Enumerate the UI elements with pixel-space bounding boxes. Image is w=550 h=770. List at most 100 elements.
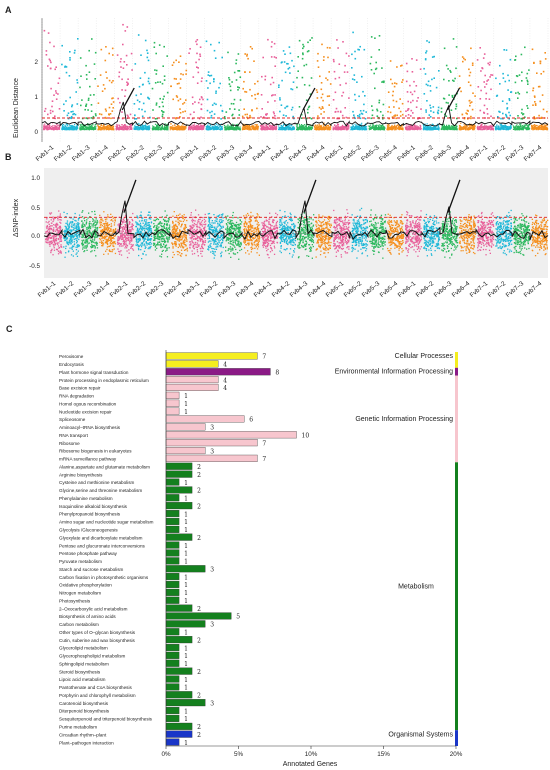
panel-a-point bbox=[215, 92, 217, 94]
panel-a-point bbox=[348, 124, 350, 126]
panel-a-point bbox=[376, 124, 378, 126]
panel-a-point bbox=[215, 123, 217, 125]
panel-a-point bbox=[412, 125, 414, 127]
panel-a-point bbox=[161, 115, 164, 118]
panel-a-point bbox=[391, 82, 394, 85]
panel-a-point bbox=[290, 88, 292, 90]
panel-a-point bbox=[251, 109, 253, 111]
panel-a-point bbox=[49, 112, 52, 114]
panel-a-point bbox=[344, 64, 346, 67]
panel-a-point bbox=[508, 99, 511, 102]
panel-a-point bbox=[154, 118, 157, 120]
panel-a-point bbox=[182, 127, 184, 129]
panel-a-point bbox=[364, 129, 366, 131]
panel-a-point bbox=[280, 127, 282, 129]
panel-a-point bbox=[127, 115, 129, 118]
panel-a-point bbox=[429, 126, 431, 128]
panel-a-point bbox=[500, 123, 502, 125]
panel-a-point bbox=[451, 94, 454, 97]
panel-a-point bbox=[248, 125, 250, 127]
panel-a-point bbox=[342, 41, 344, 43]
panel-a-point bbox=[179, 126, 181, 128]
panel-a-point bbox=[133, 103, 136, 105]
panel-a-point bbox=[223, 116, 226, 118]
panel-a-point bbox=[74, 126, 76, 128]
panel-a-point bbox=[183, 101, 186, 104]
panel-a-point bbox=[244, 53, 246, 55]
panel-a-point bbox=[298, 106, 301, 108]
panel-a-point bbox=[197, 128, 199, 130]
panel-a-point bbox=[472, 125, 474, 127]
panel-a-point bbox=[43, 128, 45, 130]
panel-a-point bbox=[492, 127, 494, 129]
panel-a-point bbox=[455, 105, 458, 108]
panel-a-point bbox=[359, 117, 362, 120]
panel-a-point bbox=[156, 117, 158, 120]
panel-a-point bbox=[363, 125, 365, 127]
panel-a-point bbox=[378, 49, 380, 51]
panel-a-point bbox=[354, 93, 356, 96]
panel-a-point bbox=[246, 126, 248, 128]
panel-a-point bbox=[286, 126, 288, 128]
panel-a-point bbox=[108, 129, 110, 131]
panel-a-point bbox=[207, 123, 209, 125]
panel-a-point bbox=[302, 125, 304, 127]
panel-a-point bbox=[514, 126, 516, 128]
panel-a-point bbox=[407, 114, 410, 116]
panel-a-point bbox=[508, 79, 510, 82]
panel-a-point bbox=[358, 128, 360, 130]
panel-a-point bbox=[110, 127, 112, 129]
panel-a-point bbox=[235, 62, 237, 65]
panel-a-point bbox=[122, 43, 124, 46]
panel-a-point bbox=[194, 101, 196, 103]
panel-a-point bbox=[177, 128, 179, 130]
panel-a-point bbox=[501, 127, 503, 129]
panel-a-point bbox=[350, 128, 352, 130]
panel-a-point bbox=[55, 127, 57, 129]
panel-a-point bbox=[250, 126, 252, 128]
panel-a-point bbox=[365, 126, 368, 128]
panel-a-point bbox=[426, 127, 428, 129]
panel-a-point bbox=[292, 128, 294, 131]
panel-a-point bbox=[287, 63, 289, 65]
panel-a-point bbox=[188, 127, 190, 130]
panel-a-point bbox=[405, 127, 407, 129]
panel-a-point bbox=[71, 105, 73, 108]
panel-a-point bbox=[106, 127, 108, 129]
panel-a-point bbox=[490, 115, 492, 118]
panel-a-point bbox=[215, 129, 217, 131]
panel-a-point bbox=[364, 117, 367, 120]
panel-a-point bbox=[270, 124, 272, 126]
panel-a-point bbox=[192, 129, 194, 131]
panel-a-point bbox=[92, 127, 94, 129]
panel-a-point bbox=[55, 90, 57, 92]
panel-a-point bbox=[290, 124, 292, 126]
panel-a-point bbox=[112, 80, 114, 82]
panel-a-point bbox=[48, 128, 50, 130]
panel-a-point bbox=[499, 124, 501, 126]
panel-a-point bbox=[402, 128, 404, 130]
panel-a-point bbox=[105, 117, 107, 119]
panel-a-point bbox=[64, 65, 67, 68]
panel-a-point bbox=[176, 96, 179, 98]
panel-a-point bbox=[390, 78, 392, 81]
panel-a-point bbox=[424, 126, 426, 128]
panel-a-point bbox=[466, 124, 468, 127]
panel-a-point bbox=[221, 110, 224, 113]
panel-a-point bbox=[335, 127, 337, 129]
panel-a-point bbox=[526, 79, 529, 82]
panel-a-point bbox=[170, 123, 172, 125]
panel-a-point bbox=[110, 103, 113, 105]
panel-a-point bbox=[121, 124, 123, 126]
panel-a-point bbox=[115, 125, 118, 127]
panel-a-point bbox=[65, 100, 67, 102]
panel-a-point bbox=[483, 127, 485, 129]
panel-a-point bbox=[513, 126, 515, 128]
panel-a-point bbox=[157, 81, 159, 83]
panel-a-point bbox=[135, 118, 138, 120]
panel-a-point bbox=[432, 123, 434, 125]
panel-a-point bbox=[467, 81, 470, 83]
panel-a-point bbox=[122, 23, 124, 26]
panel-a-point bbox=[257, 92, 259, 95]
